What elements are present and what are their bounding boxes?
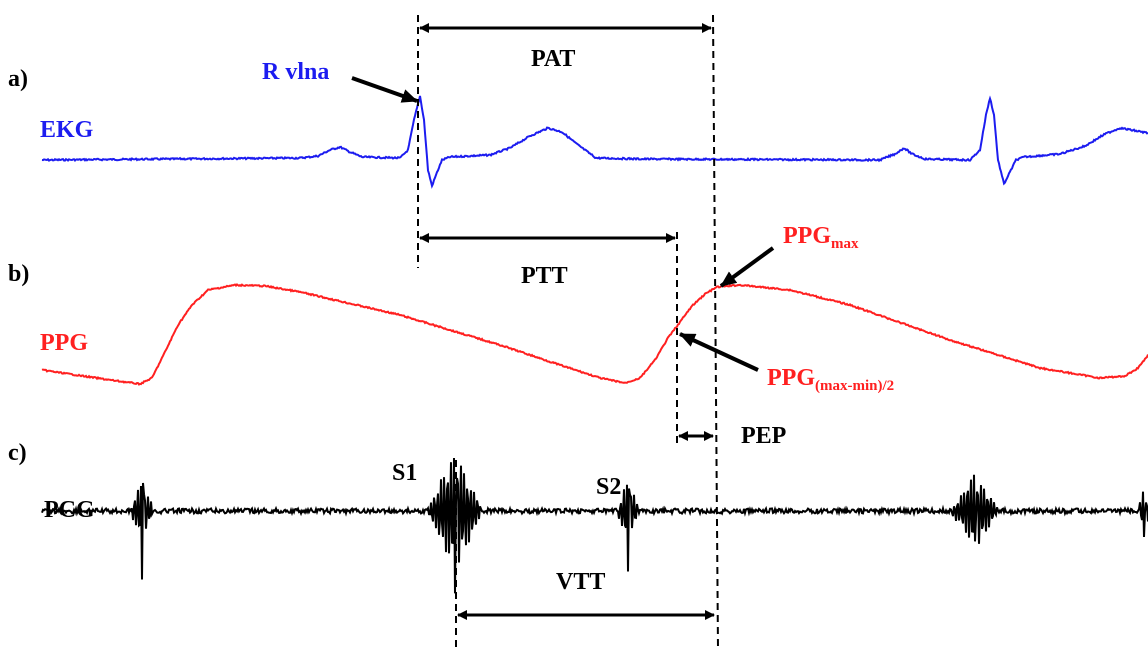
ptt-label: PTT xyxy=(521,263,568,289)
panel-label-b: b) xyxy=(8,261,29,287)
ekg-signal-label: EKG xyxy=(40,117,94,143)
ekg-waveform xyxy=(41,95,1148,189)
r-wave-pointer-arrow xyxy=(351,76,418,103)
r-wave-label: R vlna xyxy=(262,59,329,85)
pep-label: PEP xyxy=(741,423,786,449)
ppg-half-label: PPG(max-min)/2 xyxy=(767,365,894,394)
s2-label: S2 xyxy=(596,474,621,500)
panel-label-c: c) xyxy=(8,440,27,466)
pcg-waveform xyxy=(41,457,1148,594)
ppg-max-label: PPGmax xyxy=(783,223,859,252)
ppg-waveform xyxy=(41,283,1148,386)
ppg-max-pointer-arrow xyxy=(719,246,775,288)
vtt-label: VTT xyxy=(556,569,605,595)
ppg-max-dashed-marker xyxy=(712,14,719,651)
pat-label: PAT xyxy=(531,46,575,72)
pcg-signal-label: PCG xyxy=(44,497,95,523)
panel-label-a: a) xyxy=(8,66,28,92)
s1-label: S1 xyxy=(392,460,417,486)
ppg-signal-label: PPG xyxy=(40,330,88,356)
ppg-half-pointer-arrow xyxy=(679,332,759,372)
